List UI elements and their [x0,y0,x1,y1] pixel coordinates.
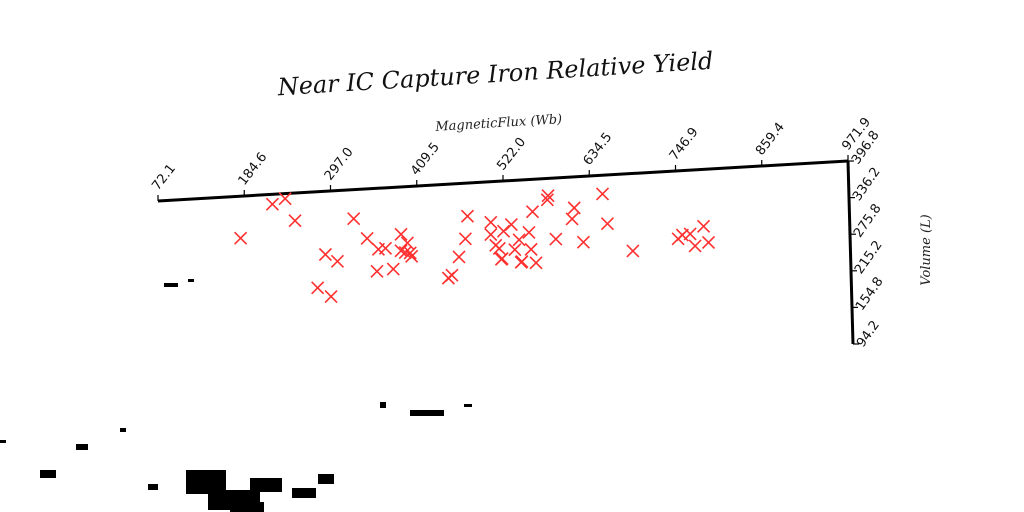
y-tick-label: 275.8 [851,201,885,240]
scatter-point [549,232,563,246]
scatter-point [311,281,325,295]
scatter-point [696,219,711,233]
scatter-point [460,209,475,223]
scatter-point [484,228,498,242]
scatter-point [492,241,506,256]
x-tick-label: 297.0 [322,145,357,184]
scatter-point [504,217,518,232]
scatter-point [347,212,361,226]
scatter-point [525,205,540,219]
scatter-point [441,271,455,285]
scatter-point [567,201,581,215]
image-artifact-specks [0,279,472,512]
scatter-point [508,243,522,257]
scatter-point [524,242,538,256]
x-tick-label: 184.6 [236,150,271,189]
scatter-point [496,224,511,238]
scatter-point [495,252,509,266]
x-tick-label: 746.9 [667,125,702,164]
scatter-point [330,254,344,268]
scatter-point [288,214,302,228]
scatter-point [394,227,408,241]
scatter-point [278,192,292,206]
x-tick-label: 72.1 [149,161,179,193]
scatter-point [403,246,417,260]
chart-title: Near IC Capture Iron Relative Yield [276,47,714,102]
scatter-point [405,249,419,263]
scatter-point [522,225,536,239]
scatter-point [458,232,472,246]
scatter-point [360,231,374,245]
y-tick-label: 94.2 [854,318,883,350]
x-tick-label: 634.5 [581,130,616,169]
scatter-point [324,290,338,304]
y-axis-line [846,160,855,345]
scatter-point [515,254,529,269]
scatter-point [265,197,279,211]
scatter-point [452,250,466,264]
y-tick-label: 336.2 [850,165,884,204]
scatter-point [400,236,414,250]
scatter-point [386,262,400,276]
scatter-point [370,264,384,278]
scatter-point [688,239,702,253]
x-tick-label: 859.4 [753,120,788,159]
scatter-point [701,235,716,250]
scatter-point [378,241,393,255]
scatter-point [595,187,610,201]
scatter-point [318,247,332,262]
x-tick-label: 409.5 [408,140,443,179]
x-tick-label: 522.0 [494,135,529,174]
scatter-point [541,189,555,203]
scatter-point [683,227,697,241]
scatter-point [512,233,526,247]
scatter-point [540,193,554,207]
scatter-point [576,235,590,249]
x-axis-label: MagneticFlux (Wb) [434,112,563,135]
scatter-point [484,215,498,229]
scatter-point [626,244,640,258]
y-tick-label: 215.2 [852,238,886,277]
y-axis-label: Volume (L) [919,214,934,285]
scatter-point [600,217,615,231]
y-tick-label: 154.8 [853,275,887,314]
scatter-markers [234,187,716,304]
scatter-point [565,212,579,226]
scatter-point [234,231,248,245]
scatter-point [529,256,543,270]
